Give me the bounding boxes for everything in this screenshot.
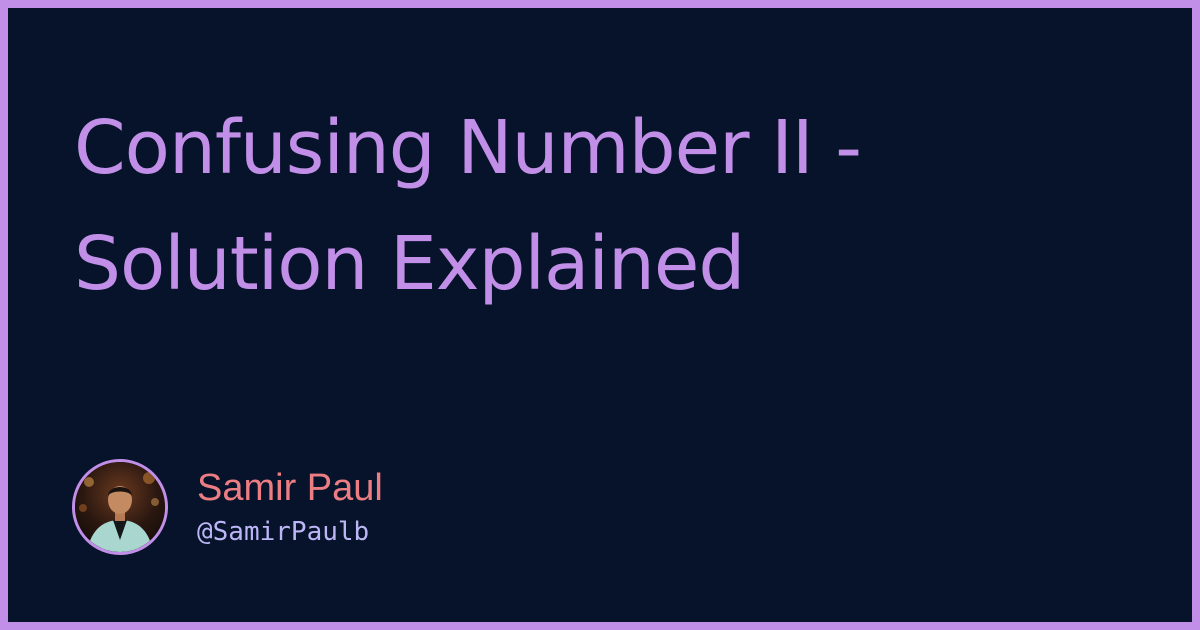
author-name[interactable]: Samir Paul [197, 467, 383, 509]
author-handle[interactable]: @SamirPaulb [197, 517, 370, 547]
post-title: Confusing Number II - Solution Explained [74, 105, 862, 307]
author-avatar [72, 459, 168, 555]
og-card: Confusing Number II - Solution Explained [8, 8, 1192, 622]
author-info: Samir Paul @SamirPaulb [197, 466, 383, 548]
profile-photo-icon [75, 462, 165, 552]
author-block: Samir Paul @SamirPaulb [72, 459, 383, 555]
